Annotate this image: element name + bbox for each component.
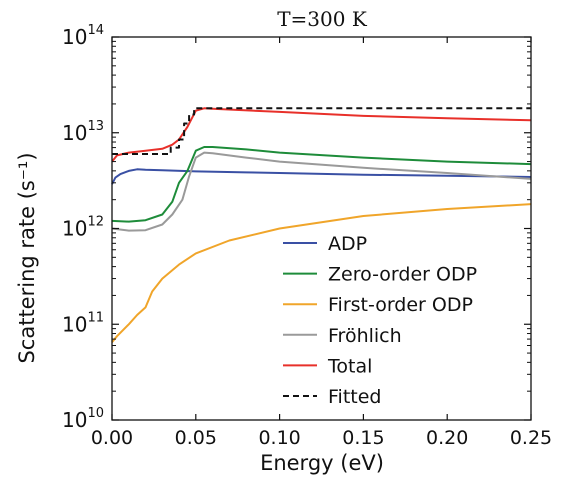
x-tick-label: 0.05 — [175, 427, 217, 449]
series-line-6 — [112, 107, 531, 155]
x-tick-label: 0.00 — [91, 427, 133, 449]
y-tick-label: 1011 — [62, 310, 104, 336]
y-tick-label: 1013 — [62, 119, 104, 145]
x-tick-label: 0.10 — [258, 427, 300, 449]
series-line-3 — [111, 203, 532, 343]
series-line-5 — [111, 107, 532, 163]
plot-frame — [111, 36, 532, 421]
legend-label: Zero-order ODP — [328, 264, 477, 286]
y-tick-label: 1014 — [62, 23, 104, 49]
x-tick-label: 0.20 — [426, 427, 468, 449]
series-line-4 — [111, 151, 532, 232]
x-tick-label: 0.15 — [342, 427, 384, 449]
series-line-1 — [111, 168, 532, 185]
chart-title: T=300 K — [277, 7, 368, 31]
x-tick-label: 0.25 — [510, 427, 552, 449]
legend-label: Fröhlich — [328, 325, 402, 347]
y-axis-label: Scattering rate (s⁻¹) — [15, 152, 39, 363]
legend-label: Fitted — [328, 386, 381, 408]
legend-label: First-order ODP — [328, 294, 473, 316]
y-tick-label: 1012 — [62, 215, 104, 241]
y-tick-label: 1010 — [62, 406, 104, 432]
series-line-2 — [111, 146, 532, 223]
legend-label: Total — [327, 355, 372, 377]
legend-label: ADP — [328, 233, 367, 255]
x-axis-label: Energy (eV) — [260, 451, 384, 475]
